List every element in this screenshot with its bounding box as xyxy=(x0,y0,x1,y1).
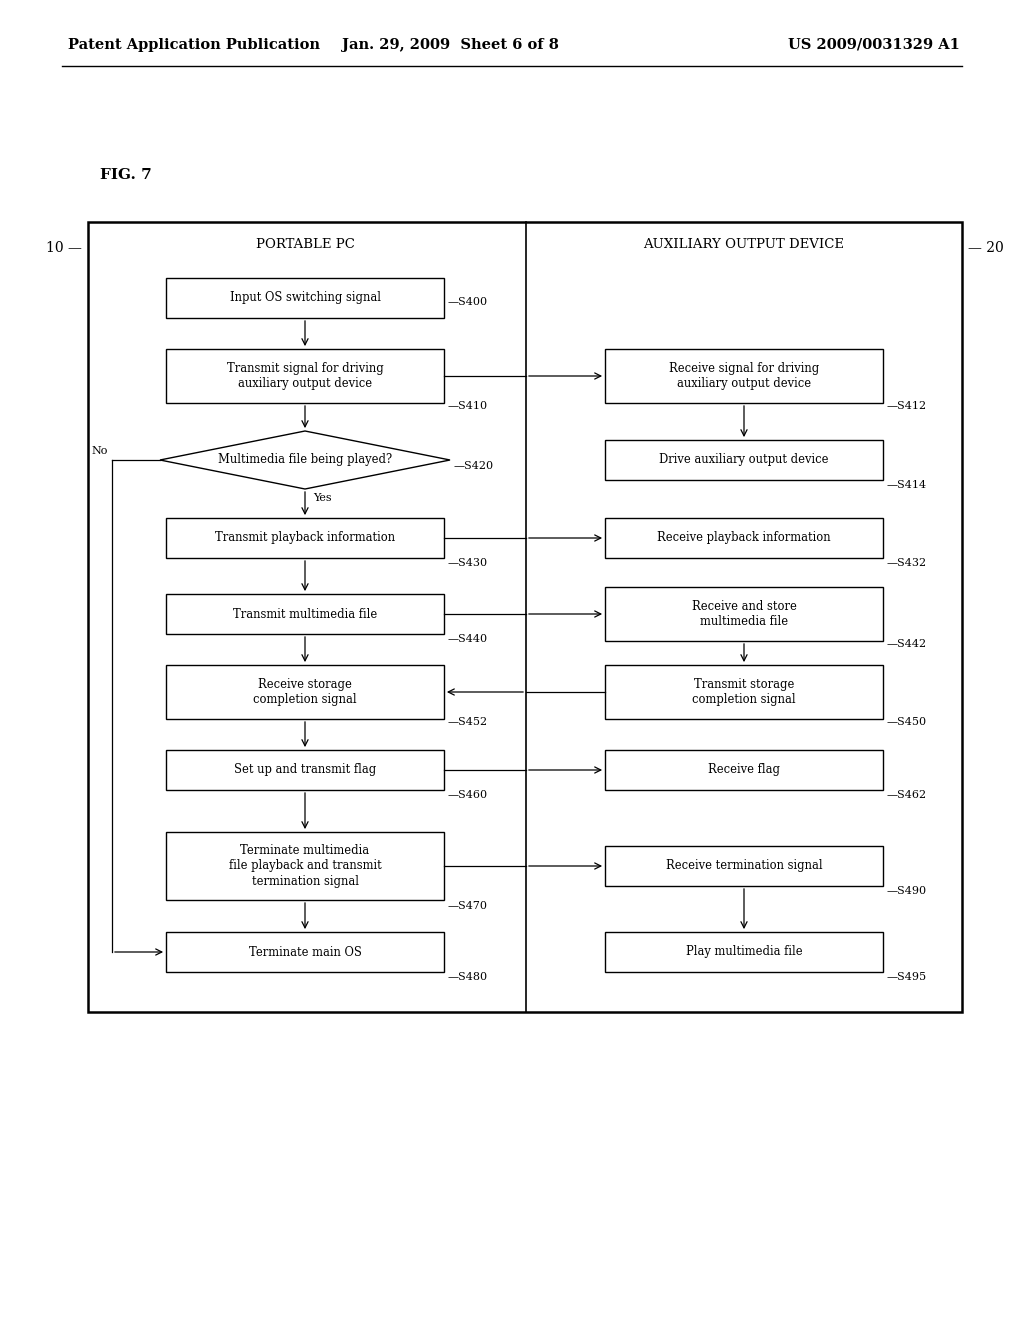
Text: —S442: —S442 xyxy=(887,639,927,649)
Text: Receive playback information: Receive playback information xyxy=(657,532,830,544)
Text: Multimedia file being played?: Multimedia file being played? xyxy=(218,454,392,466)
Bar xyxy=(166,348,444,403)
Text: Patent Application Publication: Patent Application Publication xyxy=(68,38,319,51)
Bar xyxy=(605,348,883,403)
Bar xyxy=(166,517,444,558)
Bar xyxy=(605,440,883,480)
Text: — 20: — 20 xyxy=(968,242,1004,255)
Bar xyxy=(166,279,444,318)
Text: —S450: —S450 xyxy=(887,717,927,727)
Bar xyxy=(605,517,883,558)
Text: Receive termination signal: Receive termination signal xyxy=(666,859,822,873)
Text: Receive flag: Receive flag xyxy=(708,763,780,776)
Text: Transmit storage
completion signal: Transmit storage completion signal xyxy=(692,678,796,706)
Text: —S430: —S430 xyxy=(449,558,488,568)
Text: —S495: —S495 xyxy=(887,972,927,982)
Bar xyxy=(605,750,883,789)
Text: Drive auxiliary output device: Drive auxiliary output device xyxy=(659,454,828,466)
Bar xyxy=(166,932,444,972)
Text: —S420: —S420 xyxy=(454,461,495,471)
Bar xyxy=(166,665,444,719)
Text: —S400: —S400 xyxy=(449,297,488,308)
Text: Jan. 29, 2009  Sheet 6 of 8: Jan. 29, 2009 Sheet 6 of 8 xyxy=(342,38,558,51)
Text: Transmit signal for driving
auxiliary output device: Transmit signal for driving auxiliary ou… xyxy=(226,362,383,389)
Bar xyxy=(88,222,962,1012)
Text: —S414: —S414 xyxy=(887,480,927,490)
Bar xyxy=(166,832,444,900)
Bar xyxy=(605,846,883,886)
Text: —S452: —S452 xyxy=(449,717,488,727)
Text: —S490: —S490 xyxy=(887,886,927,896)
Bar xyxy=(605,932,883,972)
Text: —S412: —S412 xyxy=(887,401,927,411)
Text: No: No xyxy=(91,446,108,455)
Text: —S410: —S410 xyxy=(449,401,488,411)
Bar xyxy=(166,750,444,789)
Text: Receive storage
completion signal: Receive storage completion signal xyxy=(253,678,356,706)
Text: Terminate multimedia
file playback and transmit
termination signal: Terminate multimedia file playback and t… xyxy=(228,845,381,887)
Bar xyxy=(166,594,444,634)
Bar xyxy=(605,587,883,642)
Text: —S440: —S440 xyxy=(449,634,488,644)
Text: —S460: —S460 xyxy=(449,789,488,800)
Text: Receive and store
multimedia file: Receive and store multimedia file xyxy=(691,601,797,628)
Bar xyxy=(605,665,883,719)
Text: —S470: —S470 xyxy=(449,902,488,911)
Text: Set up and transmit flag: Set up and transmit flag xyxy=(233,763,376,776)
Text: —S432: —S432 xyxy=(887,558,927,568)
Text: Play multimedia file: Play multimedia file xyxy=(686,945,803,958)
Text: Terminate main OS: Terminate main OS xyxy=(249,945,361,958)
Text: Receive signal for driving
auxiliary output device: Receive signal for driving auxiliary out… xyxy=(669,362,819,389)
Text: 10 —: 10 — xyxy=(46,242,82,255)
Text: Input OS switching signal: Input OS switching signal xyxy=(229,292,381,305)
Text: PORTABLE PC: PORTABLE PC xyxy=(256,239,354,252)
Text: Yes: Yes xyxy=(313,492,332,503)
Text: US 2009/0031329 A1: US 2009/0031329 A1 xyxy=(788,38,961,51)
Polygon shape xyxy=(160,432,450,488)
Text: —S462: —S462 xyxy=(887,789,927,800)
Text: FIG. 7: FIG. 7 xyxy=(100,168,152,182)
Text: Transmit multimedia file: Transmit multimedia file xyxy=(232,607,377,620)
Text: —S480: —S480 xyxy=(449,972,488,982)
Text: Transmit playback information: Transmit playback information xyxy=(215,532,395,544)
Text: AUXILIARY OUTPUT DEVICE: AUXILIARY OUTPUT DEVICE xyxy=(643,239,845,252)
